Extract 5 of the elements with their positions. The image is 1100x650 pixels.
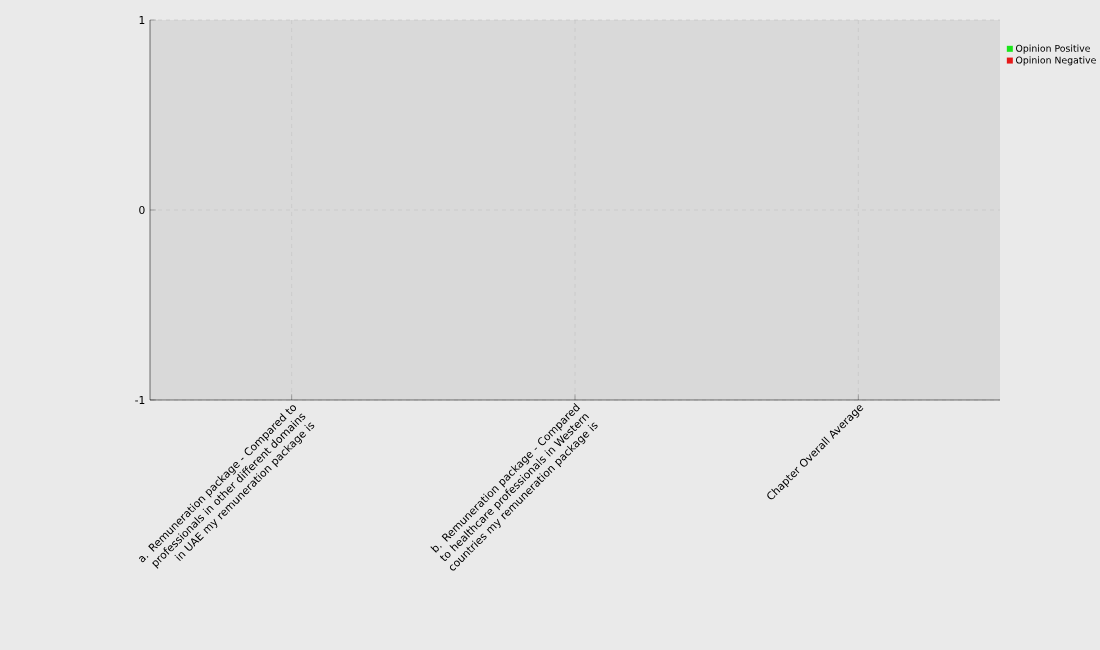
y-tick-label: 1 [139, 16, 145, 24]
y-tick-label: -1 [135, 396, 145, 404]
y-tick-label: 0 [139, 205, 145, 215]
legend-label: Opinion Positive [1016, 44, 1090, 54]
legend-label: Opinion Negative [1016, 56, 1096, 66]
